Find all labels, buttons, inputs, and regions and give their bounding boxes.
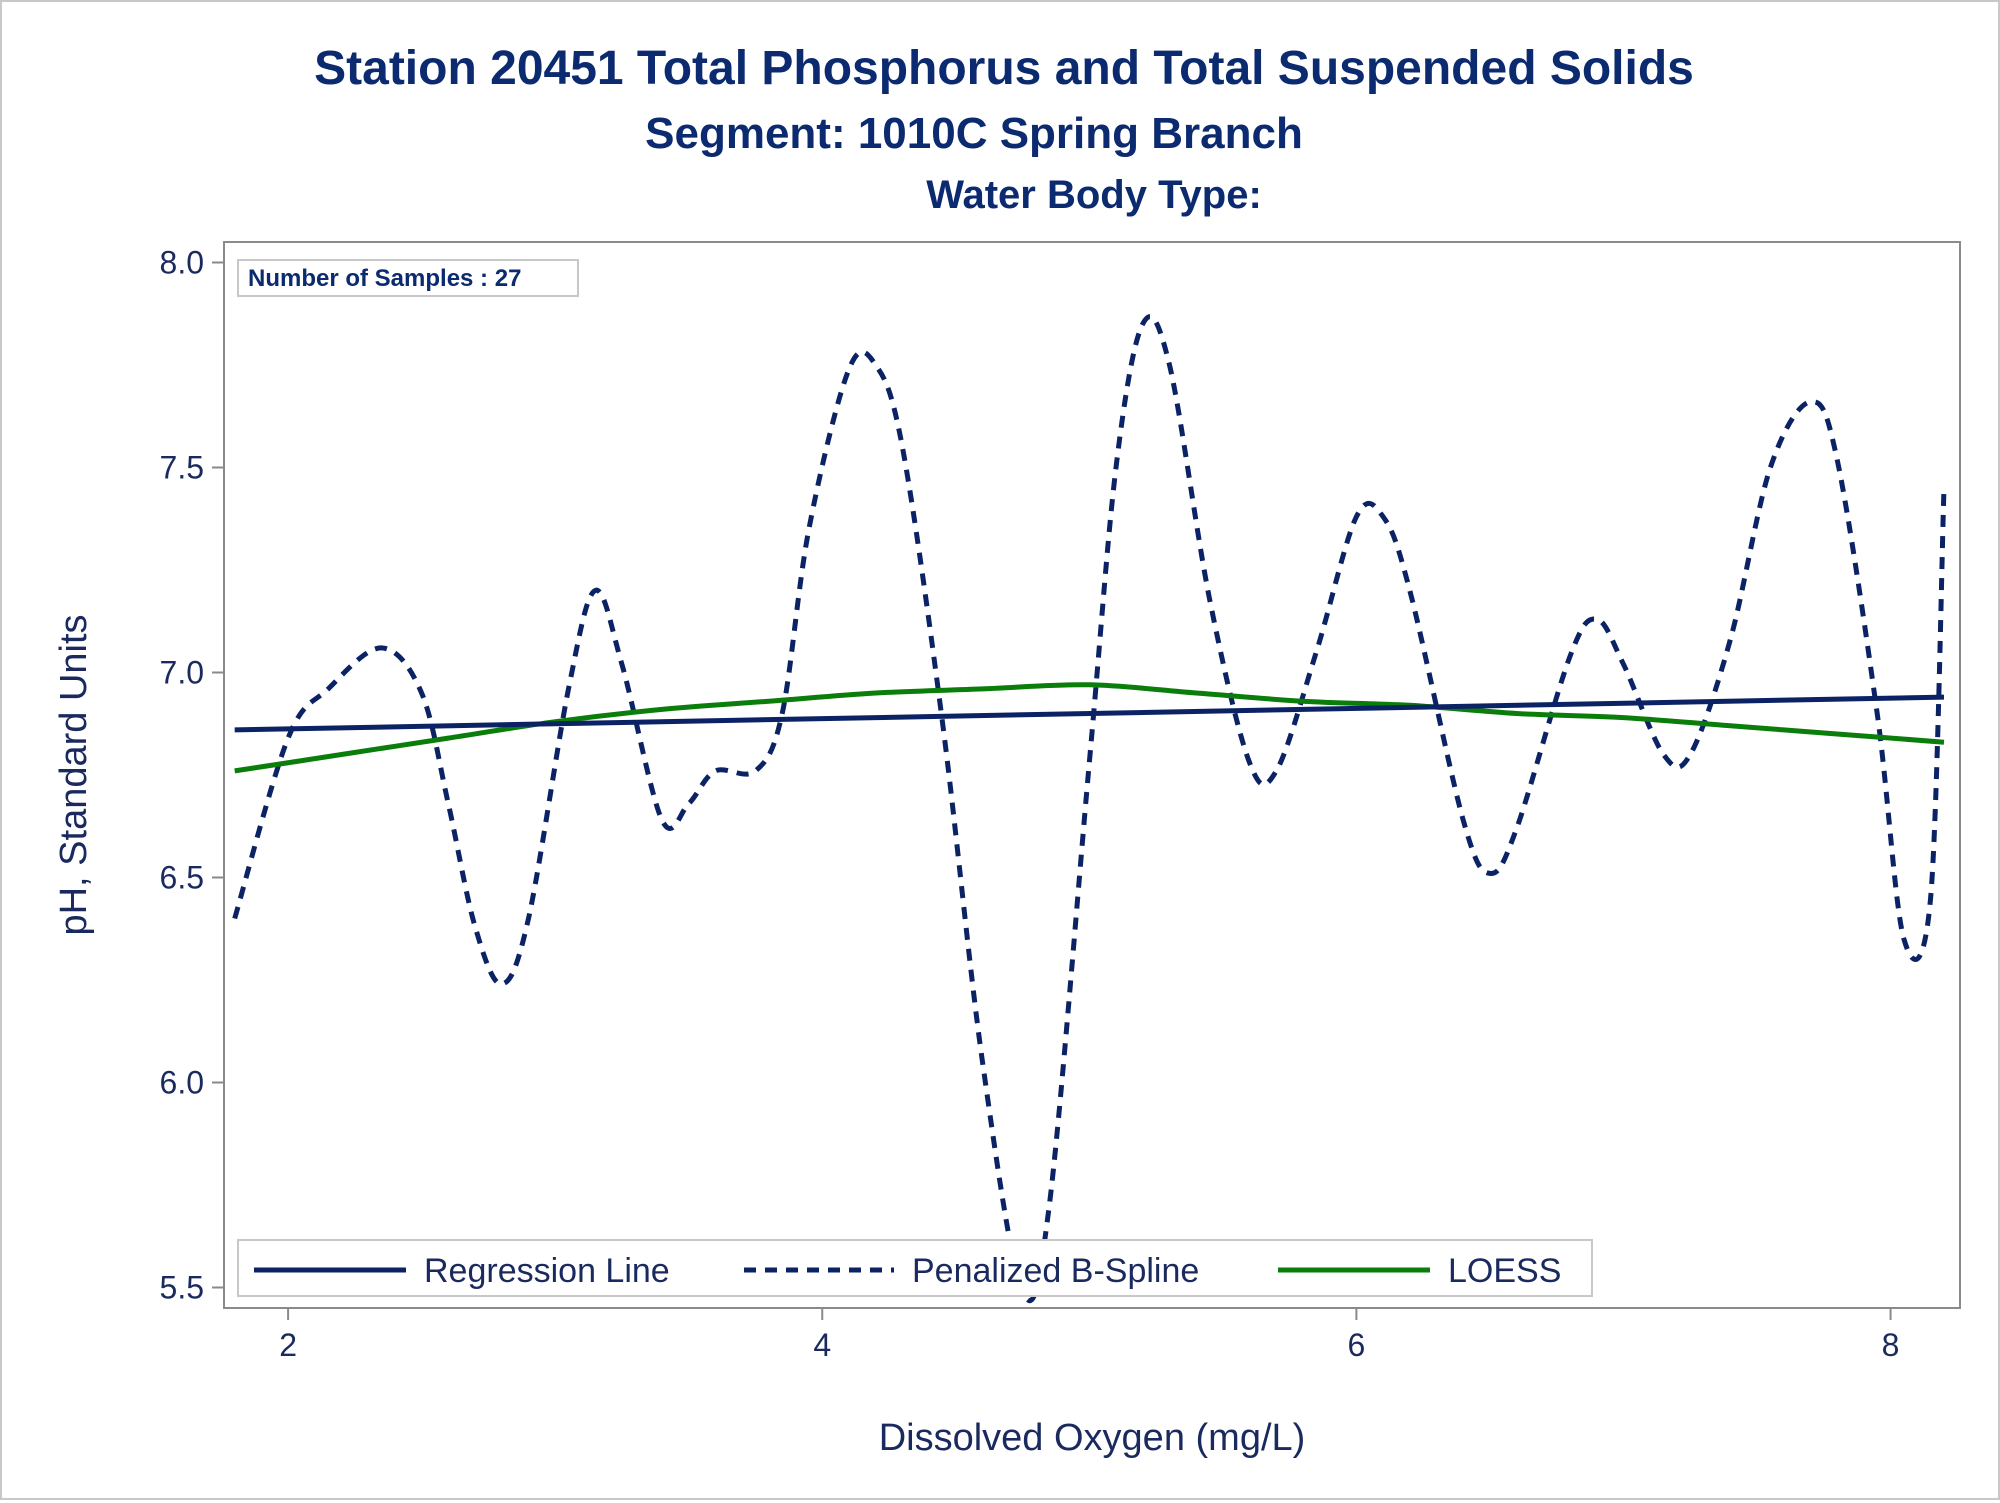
plot-area-border bbox=[223, 241, 1961, 1309]
sample-count-box bbox=[237, 259, 579, 297]
y-tick-label-1: 7.5 bbox=[160, 450, 204, 486]
y-tick-label-4: 6.0 bbox=[160, 1065, 204, 1101]
chart-title: Station 20451 Total Phosphorus and Total… bbox=[314, 42, 1694, 95]
axis-ticks: 2 4 6 8 8.0 7.5 7.0 6.5 6.0 5.5 bbox=[160, 245, 1900, 1364]
chart-subtitle-2: Water Body Type: bbox=[926, 173, 1262, 217]
legend: Regression Line Penalized B-Spline LOESS bbox=[237, 1239, 1593, 1297]
x-tick-label-3: 8 bbox=[1882, 1327, 1900, 1363]
x-tick-label-0: 2 bbox=[279, 1327, 297, 1363]
x-tick-label-2: 6 bbox=[1348, 1327, 1366, 1363]
chart-subtitle: Segment: 1010C Spring Branch bbox=[645, 109, 1303, 158]
y-axis-label: pH, Standard Units bbox=[53, 614, 95, 935]
legend-label-loess: LOESS bbox=[1448, 1252, 1561, 1290]
series-lines bbox=[232, 314, 1947, 1304]
sample-count-label: Number of Samples : 27 bbox=[248, 265, 521, 292]
x-tick-label-1: 4 bbox=[813, 1327, 831, 1363]
regression-line bbox=[234, 694, 1945, 733]
x-axis-label: Dissolved Oxygen (mg/L) bbox=[879, 1417, 1306, 1459]
legend-label-regression: Regression Line bbox=[424, 1252, 670, 1290]
y-tick-label-0: 8.0 bbox=[160, 245, 204, 281]
legend-label-bspline: Penalized B-Spline bbox=[912, 1252, 1199, 1290]
penalized-bspline-line bbox=[232, 314, 1947, 1304]
y-tick-label-5: 5.5 bbox=[160, 1270, 204, 1306]
y-tick-label-2: 7.0 bbox=[160, 655, 204, 691]
y-tick-label-3: 6.5 bbox=[160, 860, 204, 896]
